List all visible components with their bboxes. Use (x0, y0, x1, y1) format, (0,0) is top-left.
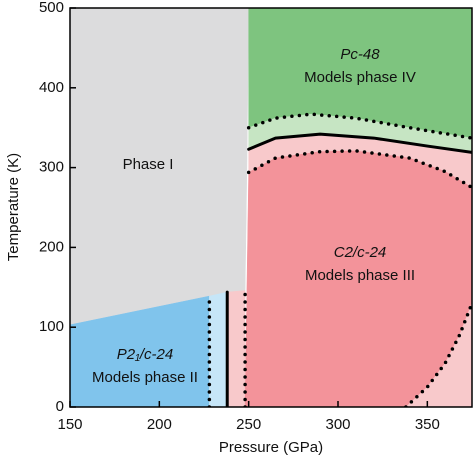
y-tick-label: 200 (39, 238, 64, 255)
y-tick-label: 500 (39, 0, 64, 16)
x-axis-title: Pressure (GPa) (219, 439, 323, 456)
y-tick-label: 300 (39, 159, 64, 176)
regions (70, 8, 472, 407)
y-tick-label: 0 (56, 398, 64, 415)
region-label: P2₁/c-24 (117, 346, 173, 363)
x-tick-label: 150 (57, 416, 82, 433)
phase-region (226, 290, 246, 407)
x-tick-label: 200 (147, 416, 172, 433)
phase-region (70, 295, 210, 407)
region-label: Phase I (123, 156, 174, 173)
region-sublabel: Models phase II (92, 369, 198, 386)
x-tick-label: 300 (325, 416, 350, 433)
x-tick-label: 250 (236, 416, 261, 433)
plot-frame (69, 7, 473, 408)
phase-boundary (247, 132, 472, 154)
region-label: Pc-48 (340, 46, 380, 63)
y-tick-label: 400 (39, 79, 64, 96)
phase-boundary (246, 149, 472, 190)
phase-region (209, 291, 228, 407)
phase-boundary (404, 301, 472, 407)
region-sublabel: Models phase IV (304, 69, 416, 86)
region-label: C2/c-24 (334, 244, 387, 261)
y-tick-label: 100 (39, 318, 64, 335)
x-tick-label: 350 (415, 416, 440, 433)
phase-boundary (246, 112, 472, 140)
y-axis-title: Temperature (K) (5, 153, 22, 261)
boundaries (207, 112, 472, 407)
region-sublabel: Models phase III (305, 267, 415, 284)
axes: Phase I P2₁/c-24 Models phase II Pc-48 Model… (39, 0, 473, 433)
